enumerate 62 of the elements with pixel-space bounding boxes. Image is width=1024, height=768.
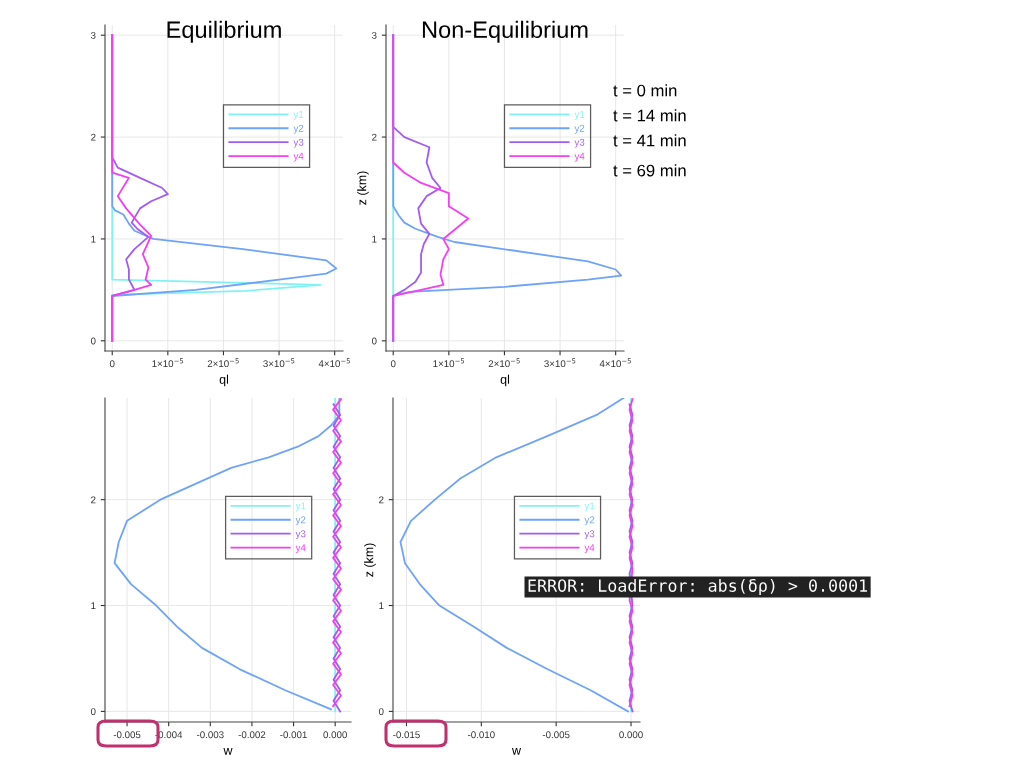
y-tick-label: 2 [91,496,96,504]
x-tick-label: -0.010 [467,731,495,739]
text: y2 [584,516,595,526]
x-tick-label: 3×10$^{−5}$ [544,358,576,368]
text: y4 [574,152,585,162]
x-tick-label: 2×10$^{−5}$ [488,358,520,368]
annotation: t = 14 min [613,109,686,122]
y-tick-label: 2 [372,133,377,141]
y-tick-label: 3 [371,31,377,39]
annotation: t = 69 min [613,164,686,177]
text: y2 [574,124,585,134]
x-tick-label: 4×10$^{−5}$ [318,358,350,368]
y-tick-label: 1 [379,602,384,610]
annotation: t = 0 min [613,84,677,97]
y-tick-label: 2 [91,133,96,141]
text: y2 [295,516,306,526]
x-tick-label: 1×10$^{−5}$ [433,358,465,368]
x-axis-title: ql [500,374,510,387]
y-axis-title: z (km) [364,543,376,577]
annotation: t = 41 min [613,134,686,147]
y-tick-label: 3 [90,31,96,39]
text: y3 [584,530,595,540]
text: y3 [293,138,304,148]
y-axis-title: z (km) [357,171,369,205]
y-tick-label: 1 [372,235,377,243]
x-tick-label: -0.005 [113,731,141,739]
text: y1 [293,111,304,120]
text: y1 [295,502,306,512]
x-tick-label: 0.000 [323,731,347,739]
x-tick-label: 4×10$^{−5}$ [599,358,631,368]
chart-title: Non-Equilibrium [422,20,588,43]
x-tick-label: 2×10$^{−5}$ [207,358,239,368]
x-tick-label: 0 [109,360,115,368]
y-tick-label: 2 [379,496,384,504]
y-tick-label: 1 [91,602,96,610]
x-axis-title: ql [219,374,229,387]
y-tick-label: 1 [91,235,96,243]
x-tick-label: 0 [390,360,396,368]
annotation: ERROR: LoadError: abs(δρ) > 0.0001 [528,578,868,596]
x-tick-label: -0.001 [280,731,307,739]
text: y1 [584,502,595,512]
text: y4 [295,544,306,554]
chart-title: Equilibrium [167,20,281,43]
y-tick-label: 0 [90,708,96,716]
text: y2 [293,124,304,134]
x-tick-label: 3×10$^{−5}$ [263,358,295,368]
x-tick-label: -0.003 [196,731,224,739]
y-tick-label: 0 [378,708,384,716]
text: y4 [584,544,595,554]
text: y3 [574,138,585,148]
x-tick-label: -0.002 [238,731,266,739]
x-axis-title: w [223,748,233,755]
y-tick-label: 0 [371,337,377,345]
y-tick-label: 0 [90,337,96,345]
x-tick-label: -0.005 [542,731,570,739]
text: y1 [574,111,585,120]
text: y3 [295,530,306,540]
text: y4 [293,152,304,162]
x-tick-label: 1×10$^{−5}$ [152,358,184,368]
x-tick-label: -0.015 [393,731,420,739]
x-tick-label: 0.000 [619,731,643,739]
x-axis-title: w [511,748,522,755]
